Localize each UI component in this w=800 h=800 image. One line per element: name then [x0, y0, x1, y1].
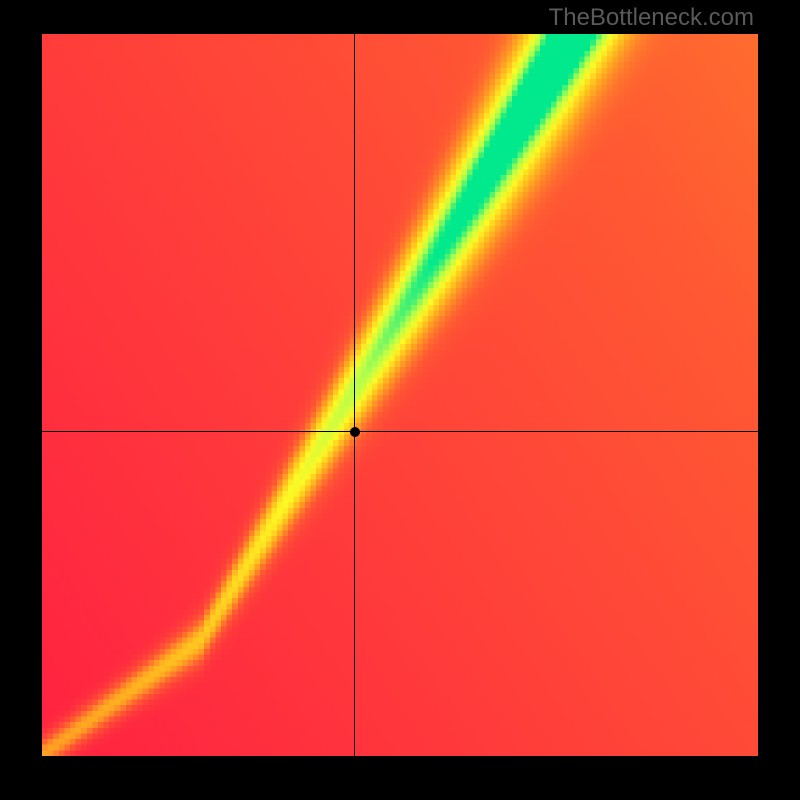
outer-frame: TheBottleneck.com	[0, 0, 800, 800]
crosshair-marker	[350, 427, 360, 437]
watermark-text: TheBottleneck.com	[549, 4, 754, 32]
crosshair-vertical	[354, 34, 355, 756]
crosshair-horizontal	[42, 431, 758, 432]
heatmap-canvas	[42, 34, 758, 756]
plot-area	[42, 34, 758, 756]
